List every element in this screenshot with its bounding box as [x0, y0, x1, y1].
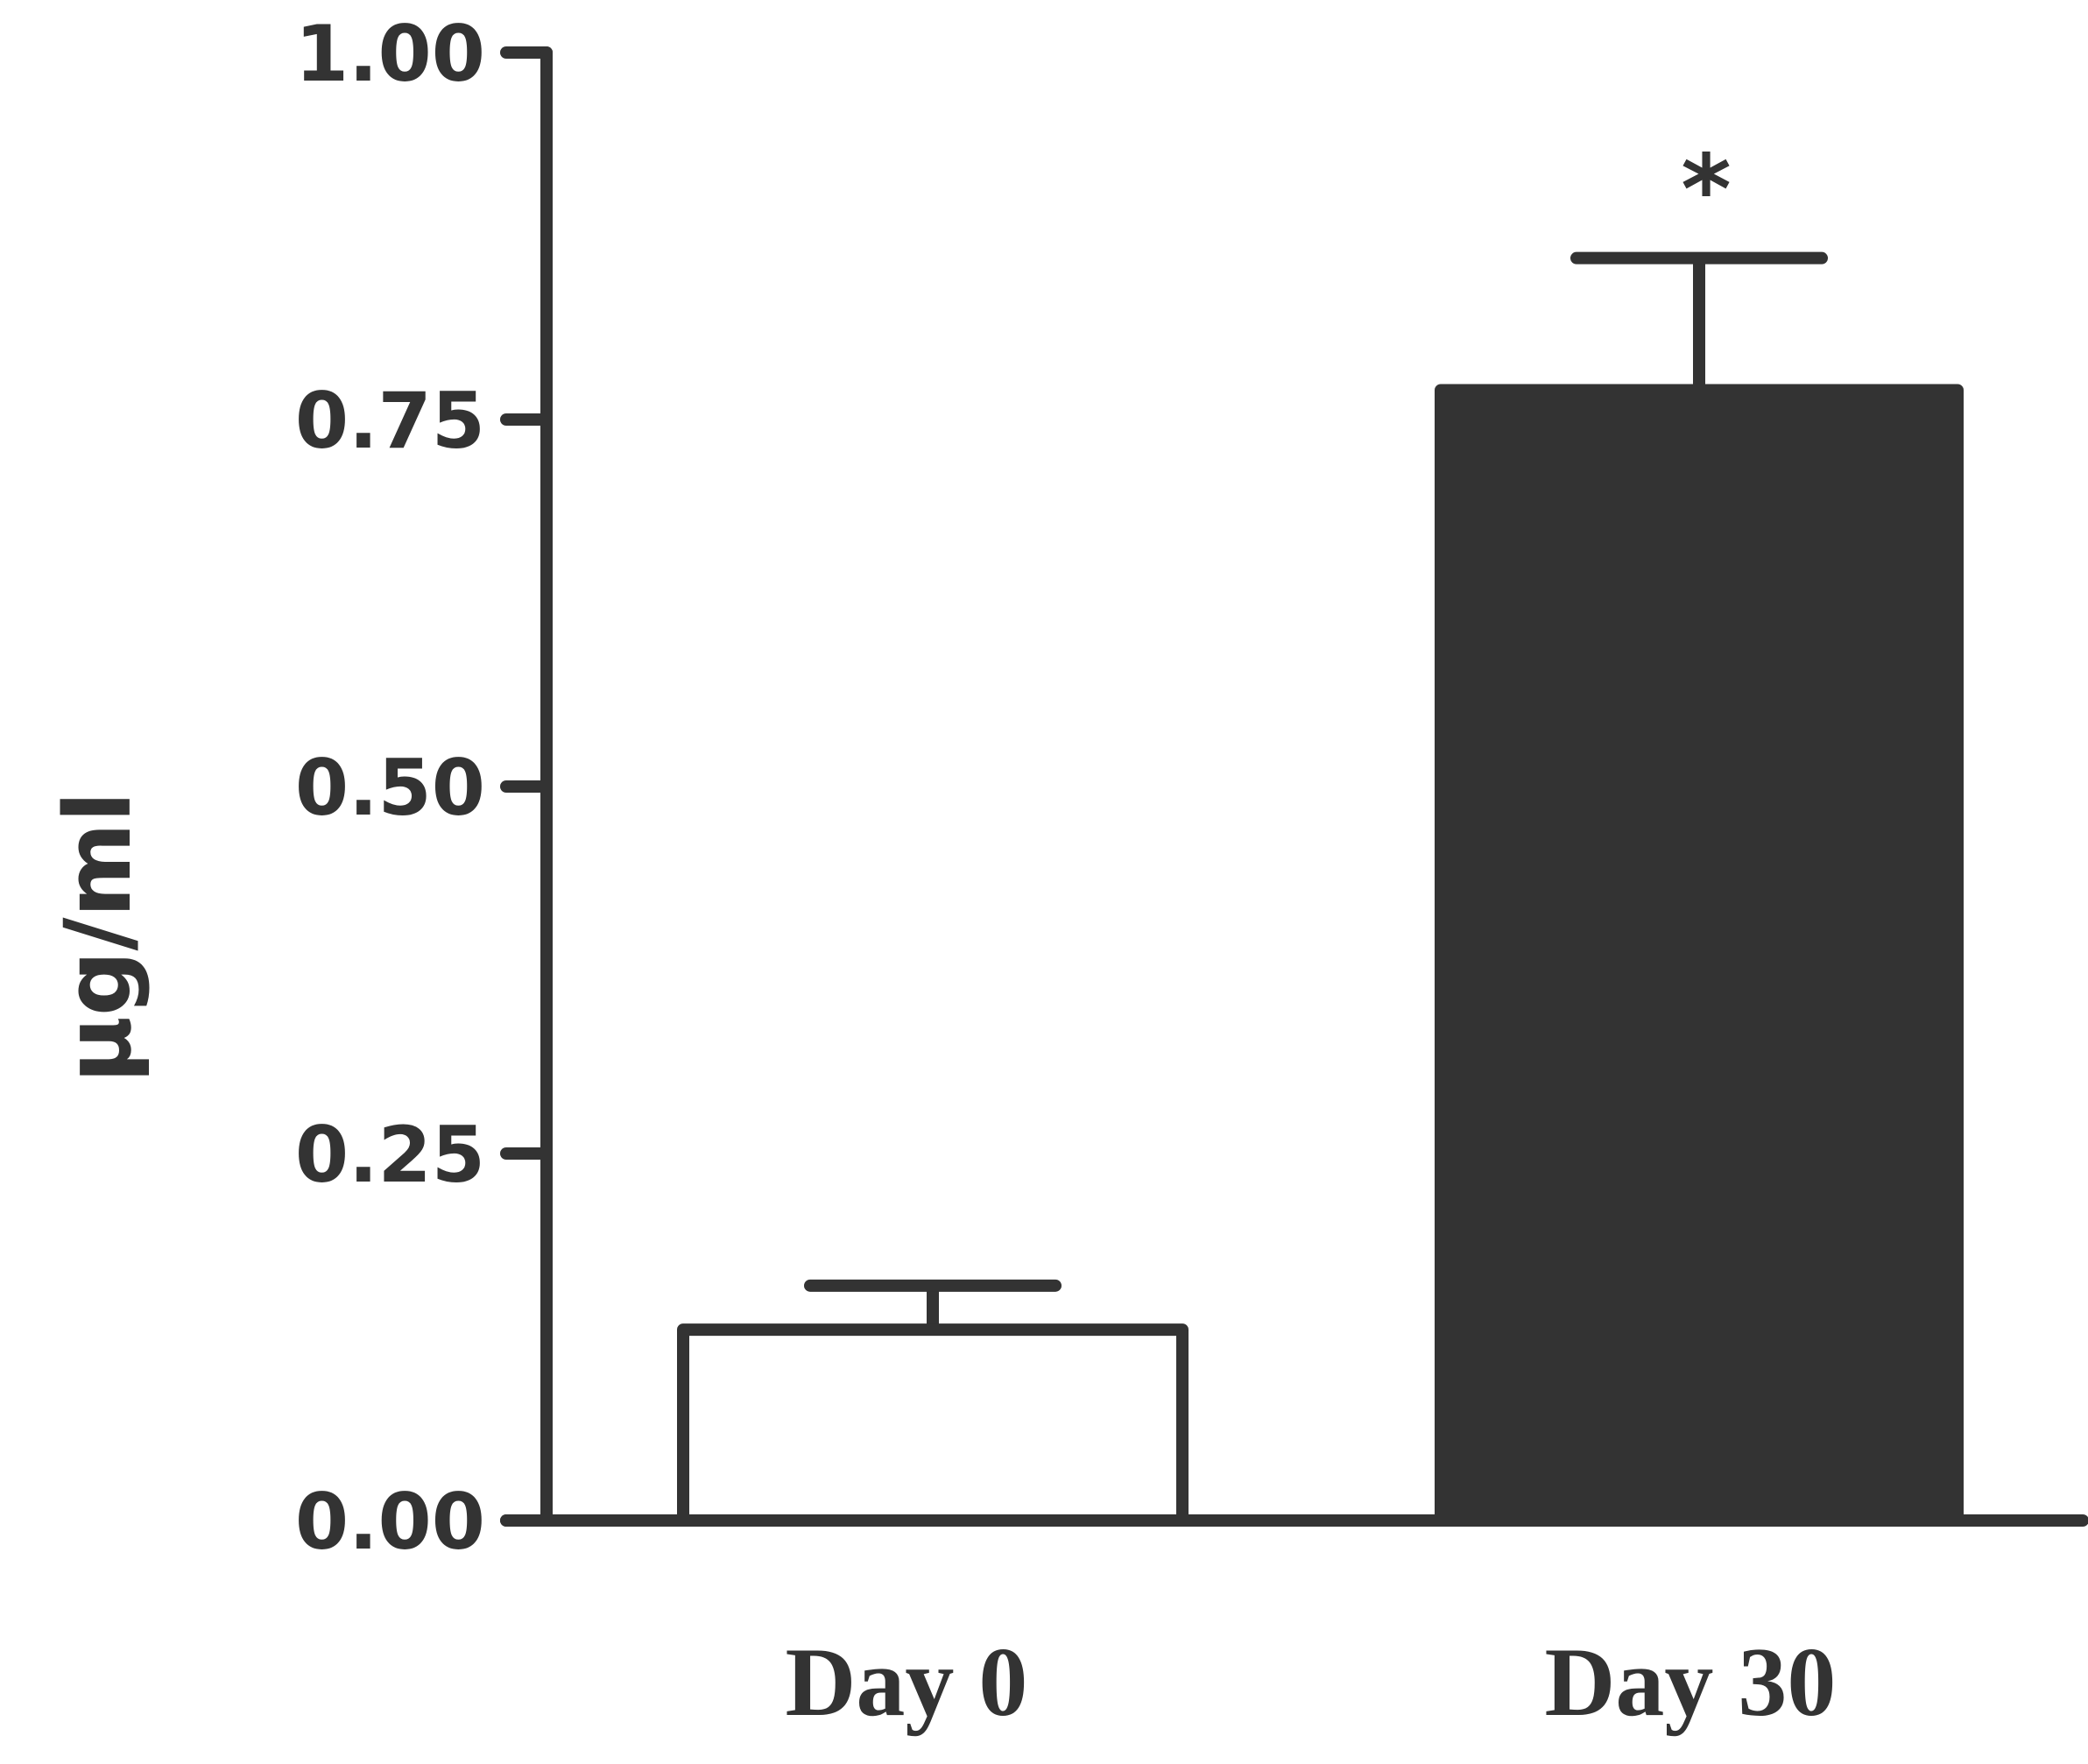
bar-day-30 — [1435, 384, 1964, 1528]
bars: * — [677, 134, 1964, 1528]
bar-day-0 — [677, 1323, 1189, 1527]
y-tick-label: 0.25 — [295, 1110, 485, 1200]
y-axis-ticks: 0.00 0.25 0.50 0.75 1.00 — [295, 9, 553, 1567]
y-tick-label: 1.00 — [295, 9, 485, 99]
significance-marker: * — [1681, 134, 1732, 246]
x-axis-category-labels: Day 0 Day 30 — [786, 1628, 1837, 1737]
y-tick-label: 0.50 — [295, 743, 485, 833]
y-tick-label: 0.75 — [295, 376, 485, 466]
y-axis-label: µg/ml — [45, 792, 152, 1083]
y-tick-label: 0.00 — [295, 1477, 485, 1567]
x-category-label: Day 0 — [786, 1628, 1028, 1737]
x-category-label: Day 30 — [1545, 1628, 1837, 1737]
